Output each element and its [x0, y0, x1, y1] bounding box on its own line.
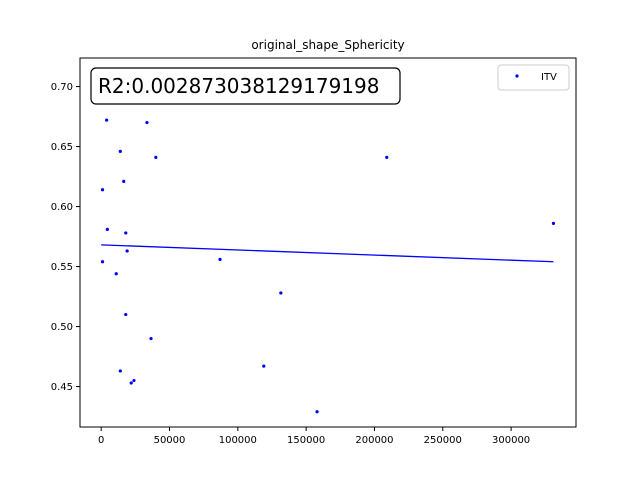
plot-frame [79, 57, 577, 428]
data-point [105, 118, 109, 122]
data-point [129, 381, 133, 385]
data-point [385, 155, 389, 159]
data-point [279, 291, 283, 295]
y-tick-label: 0.60 [51, 202, 73, 213]
data-point [114, 272, 118, 276]
data-point [124, 231, 128, 235]
data-point [315, 410, 319, 414]
data-point [118, 369, 122, 373]
data-point [100, 260, 105, 264]
data-point [105, 227, 109, 231]
data-point [218, 257, 222, 261]
y-tick-label: 0.70 [51, 82, 73, 93]
data-point [122, 179, 126, 183]
x-tick-label: 200000 [355, 435, 393, 446]
chart-title: original_shape_Sphericity [251, 38, 404, 52]
data-point [145, 120, 149, 125]
r2-annotation-box [90, 67, 401, 105]
points-layer [100, 118, 556, 414]
data-point [124, 312, 128, 317]
data-point [262, 364, 266, 368]
y-tick-label: 0.50 [51, 322, 73, 333]
r2-annotation: R2:0.002873038129179198 [90, 67, 401, 105]
legend: ITV [497, 64, 570, 91]
x-axis: 0 50000 100000 150000 200000 250000 300000 [98, 427, 530, 446]
data-point [551, 221, 556, 225]
data-point [149, 336, 153, 341]
x-tick-label: 0 [98, 435, 104, 446]
data-point [154, 155, 158, 159]
y-tick-label: 0.55 [51, 262, 73, 273]
y-tick-label: 0.65 [51, 142, 73, 153]
x-tick-label: 100000 [219, 435, 257, 446]
x-tick-label: 150000 [287, 435, 325, 446]
y-tick-label: 0.45 [51, 382, 73, 393]
fit-line [101, 244, 554, 263]
data-point [125, 249, 129, 253]
data-point [132, 378, 136, 383]
x-tick-label: 250000 [424, 435, 462, 446]
data-point [100, 188, 105, 192]
r2-annotation-text: R2:0.002873038129179198 [98, 74, 379, 98]
x-tick-label: 50000 [154, 435, 186, 446]
fit-line-layer [101, 244, 554, 263]
x-tick-label: 300000 [492, 435, 530, 446]
legend-box [497, 64, 570, 91]
data-point [118, 149, 122, 153]
legend-label: ITV [541, 72, 557, 83]
y-axis: 0.45 0.50 0.55 0.60 0.65 0.70 [51, 82, 80, 393]
legend-marker [515, 74, 519, 78]
